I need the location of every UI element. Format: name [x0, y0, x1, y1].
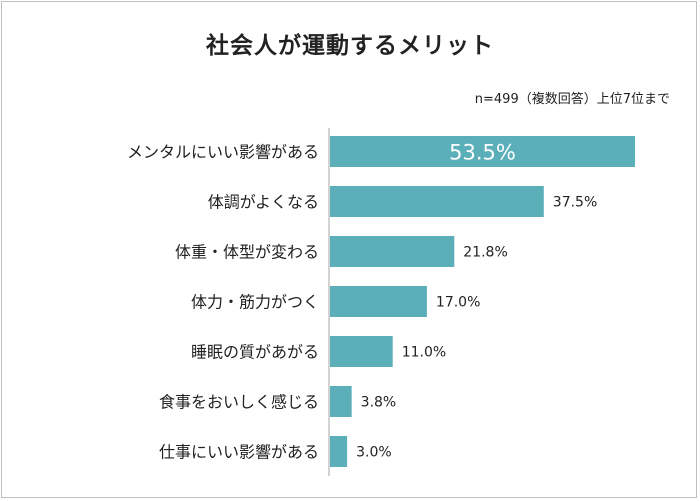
sample-note: n=499（複数回答）上位7位まで	[474, 92, 670, 107]
value-label: 3.0%	[356, 445, 392, 461]
chart-title: 社会人が運動するメリット	[206, 33, 494, 59]
category-label: 体力・筋力がつく	[191, 293, 319, 312]
bar	[330, 336, 393, 367]
category-label: 体調がよくなる	[208, 193, 319, 212]
bar	[330, 236, 455, 267]
bar	[330, 436, 348, 467]
value-label: 53.5%	[449, 141, 516, 165]
value-label: 3.8%	[361, 395, 397, 411]
category-label: 食事をおいしく感じる	[159, 393, 319, 412]
category-label: メンタルにいい影響がある	[127, 143, 319, 162]
bar	[330, 286, 427, 317]
value-label: 17.0%	[436, 295, 480, 311]
category-label: 睡眠の質があがる	[191, 343, 319, 362]
value-label: 11.0%	[402, 345, 446, 361]
value-label: 21.8%	[463, 245, 507, 261]
category-label: 体重・体型が変わる	[175, 243, 319, 262]
bar	[330, 386, 352, 417]
bar	[330, 186, 544, 217]
value-label: 37.5%	[553, 195, 597, 211]
bar	[330, 136, 635, 167]
category-label: 仕事にいい影響がある	[159, 443, 319, 462]
